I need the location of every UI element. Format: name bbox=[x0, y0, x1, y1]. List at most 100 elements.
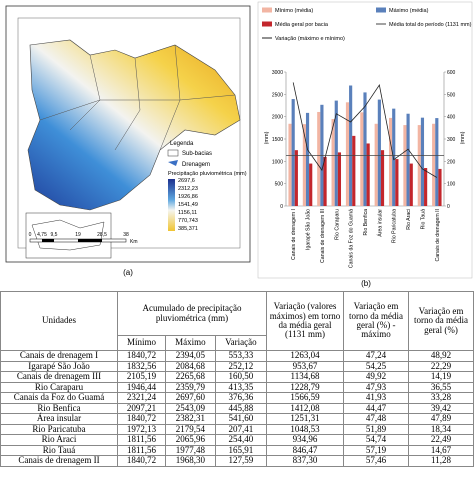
scale-label: 28,5 bbox=[97, 232, 107, 238]
x-tick-label: Canais da Foz do Guamá bbox=[349, 209, 355, 268]
bar bbox=[420, 117, 425, 206]
bar bbox=[291, 99, 295, 206]
table-cell: Canais de drenagem III bbox=[0, 371, 118, 383]
sub-basin-lines bbox=[39, 44, 236, 151]
bar bbox=[317, 111, 321, 206]
table-row: Rio Araci 1811,56 2065,96 254,40 934,96 54,74… bbox=[0, 434, 474, 446]
legend-title: Legenda bbox=[170, 141, 194, 147]
header-cell: Variação em torno da média geral (%) - m… bbox=[343, 291, 409, 351]
scale-label: 4,75 bbox=[37, 232, 47, 238]
x-tick-label: Canais de drenagem I bbox=[291, 209, 297, 260]
table-cell: 1263,04 bbox=[266, 350, 344, 362]
y-tick-label: 3000 bbox=[272, 70, 283, 76]
legend-value: 1541,49 bbox=[178, 202, 198, 208]
table-cell: Rio Tauá bbox=[0, 444, 118, 456]
table-cell: 2065,96 bbox=[165, 434, 216, 446]
bar bbox=[360, 112, 364, 206]
scale-segment bbox=[42, 239, 54, 242]
header-cell: Acumulado de precipitação pluviométrica … bbox=[117, 291, 267, 336]
legend-symbol bbox=[262, 21, 272, 27]
y2-tick-label: 200 bbox=[447, 159, 456, 165]
y2-axis-label: (mm) bbox=[460, 131, 466, 144]
table-cell: 48,92 bbox=[408, 350, 474, 362]
y-tick-label: 2500 bbox=[272, 92, 283, 98]
legend-value: 1156,11 bbox=[178, 210, 197, 216]
caption: (a) bbox=[123, 268, 133, 277]
table-cell: 2265,68 bbox=[165, 371, 216, 383]
y-tick-label: 2000 bbox=[272, 115, 283, 121]
table-cell: 254,40 bbox=[214, 434, 268, 446]
table-cell: 553,33 bbox=[214, 350, 268, 362]
table-cell: 33,28 bbox=[408, 392, 474, 404]
table-cell: Rio Araci bbox=[0, 434, 118, 446]
bar bbox=[374, 123, 378, 206]
table-cell: Rio Caraparu bbox=[0, 381, 118, 393]
table-row: Mínimo Máximo Variação bbox=[1, 335, 474, 351]
x-tick-label: Rio Caraparu bbox=[334, 209, 340, 240]
legend-value: 2312,23 bbox=[178, 186, 198, 192]
table-cell: 1811,56 bbox=[116, 444, 167, 456]
bar bbox=[377, 99, 381, 206]
x-tick-label: Rio Tauá bbox=[420, 209, 426, 229]
scale-segment bbox=[78, 239, 102, 242]
x-tick-label: Rio Araci bbox=[406, 209, 412, 230]
table-row: Rio Benfica 2097,21 2543,09 445,88 1412,08 44… bbox=[0, 402, 474, 414]
table-cell: 47,89 bbox=[408, 413, 474, 425]
table-cell: 837,30 bbox=[266, 455, 344, 467]
y2-tick-label: 600 bbox=[447, 70, 456, 76]
map-inner-frame bbox=[17, 17, 241, 249]
legend-symbol bbox=[376, 7, 386, 13]
table-cell: 2359,79 bbox=[165, 381, 216, 393]
table-cell: 2697,60 bbox=[165, 392, 216, 404]
bar bbox=[438, 168, 442, 206]
table-row: Área insular 1840,72 2382,31 541,60 1251,31 4… bbox=[0, 413, 474, 425]
bar bbox=[349, 85, 353, 206]
bar bbox=[334, 100, 338, 206]
table-cell: 376,36 bbox=[214, 392, 268, 404]
table-row: Canais de drenagem II 1840,72 1968,30 127,5… bbox=[0, 455, 474, 467]
table-cell: 54,25 bbox=[343, 360, 409, 372]
inset-shape bbox=[31, 219, 105, 251]
table-cell: 2179,54 bbox=[165, 423, 216, 435]
bar bbox=[388, 117, 393, 206]
table-cell: 22,49 bbox=[408, 434, 474, 446]
bar bbox=[417, 125, 421, 206]
data-table: Unidades Acumulado de precipitação pluvio… bbox=[0, 291, 474, 467]
legend-symbol bbox=[167, 149, 179, 157]
legend-label: Variação (máximo e mínimo) bbox=[275, 36, 345, 42]
bar bbox=[352, 135, 356, 206]
table-cell: Canais de drenagem I bbox=[0, 350, 118, 362]
y2-tick-label: 300 bbox=[447, 137, 456, 143]
legend-label: Máximo (média) bbox=[389, 8, 429, 14]
table-cell: 2105,19 bbox=[116, 371, 167, 383]
bar bbox=[366, 143, 370, 206]
y-tick-label: 500 bbox=[275, 182, 284, 188]
table-row: Canais de drenagem I 1840,72 2394,05 553,33… bbox=[0, 350, 474, 362]
table-cell: 1412,08 bbox=[266, 402, 344, 414]
bar bbox=[392, 108, 396, 206]
scale-label: 38 bbox=[123, 232, 129, 238]
table-cell: 44,47 bbox=[343, 402, 409, 414]
header-cell: Unidades bbox=[0, 291, 118, 351]
bar bbox=[406, 113, 410, 206]
bar bbox=[424, 168, 428, 206]
table-cell: 1946,44 bbox=[116, 381, 167, 393]
x-tick-label: Rio Benfica bbox=[363, 209, 369, 236]
header-cell: Variação (valores máximos) em torno da m… bbox=[266, 291, 344, 351]
table-cell: Canais da Foz do Guamá bbox=[0, 392, 118, 404]
table-cell: 2382,31 bbox=[165, 413, 216, 425]
legend-label: Sub-bacias bbox=[182, 151, 212, 157]
table-cell: Canais de drenagem II bbox=[0, 455, 118, 467]
y-tick-label: 1500 bbox=[272, 137, 283, 143]
table-cell: 1840,72 bbox=[116, 413, 167, 425]
bar bbox=[345, 102, 350, 206]
legend-value: 1926,86 bbox=[178, 194, 198, 200]
table-cell: 47,24 bbox=[343, 350, 409, 362]
table-row: Unidades Acumulado de precipitação pluvio… bbox=[0, 291, 474, 351]
table-cell: 846,47 bbox=[266, 444, 344, 456]
bar bbox=[403, 125, 407, 206]
table-cell: Rio Benfica bbox=[0, 402, 118, 414]
bar bbox=[435, 118, 439, 206]
